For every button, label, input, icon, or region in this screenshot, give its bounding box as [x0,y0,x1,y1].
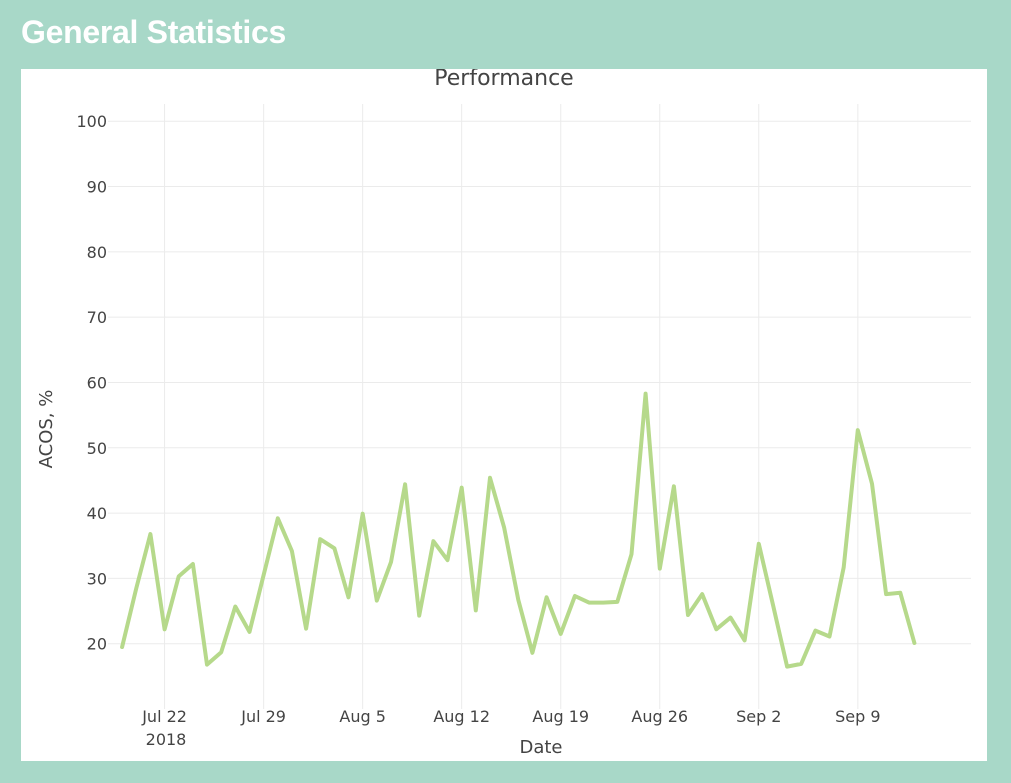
chart-card: 20 30 40 50 60 70 80 90 100 Jul 22 Jul 29 Aug 5 Aug … [21,69,987,761]
x-axis-title: Date [519,737,562,758]
panel-title: General Statistics [21,14,286,50]
performance-chart: 20 30 40 50 60 70 80 90 100 Jul 22 Jul 29 Aug 5 Aug … [36,69,971,758]
y-tick-label: 30 [87,569,107,588]
x-tick-label: Sep 9 [835,707,880,726]
y-axis-title: ACOS, % [36,390,57,469]
tick-layer: 20 30 40 50 60 70 80 90 100 Jul 22 Jul 29 Aug 5 Aug … [76,112,880,726]
x-axis-year-label: 2018 [146,730,187,749]
line-layer [120,391,917,669]
y-tick-label: 70 [87,308,107,327]
x-tick-label: Jul 22 [141,707,187,726]
x-tick-label: Aug 5 [339,707,386,726]
x-tick-label: Aug 19 [532,707,589,726]
x-tick-label: Aug 26 [631,707,688,726]
series-line [120,391,917,669]
y-tick-label: 60 [87,373,107,392]
grid-layer [108,104,971,709]
y-tick-label: 50 [87,439,107,458]
y-tick-label: 90 [87,178,107,197]
y-tick-label: 100 [76,112,107,131]
x-tick-label: Sep 2 [736,707,781,726]
x-tick-label: Aug 12 [433,707,490,726]
x-tick-label: Jul 29 [240,707,286,726]
y-tick-label: 40 [87,504,107,523]
y-tick-label: 20 [87,635,107,654]
chart-title: Performance [434,69,573,91]
y-tick-label: 80 [87,243,107,262]
